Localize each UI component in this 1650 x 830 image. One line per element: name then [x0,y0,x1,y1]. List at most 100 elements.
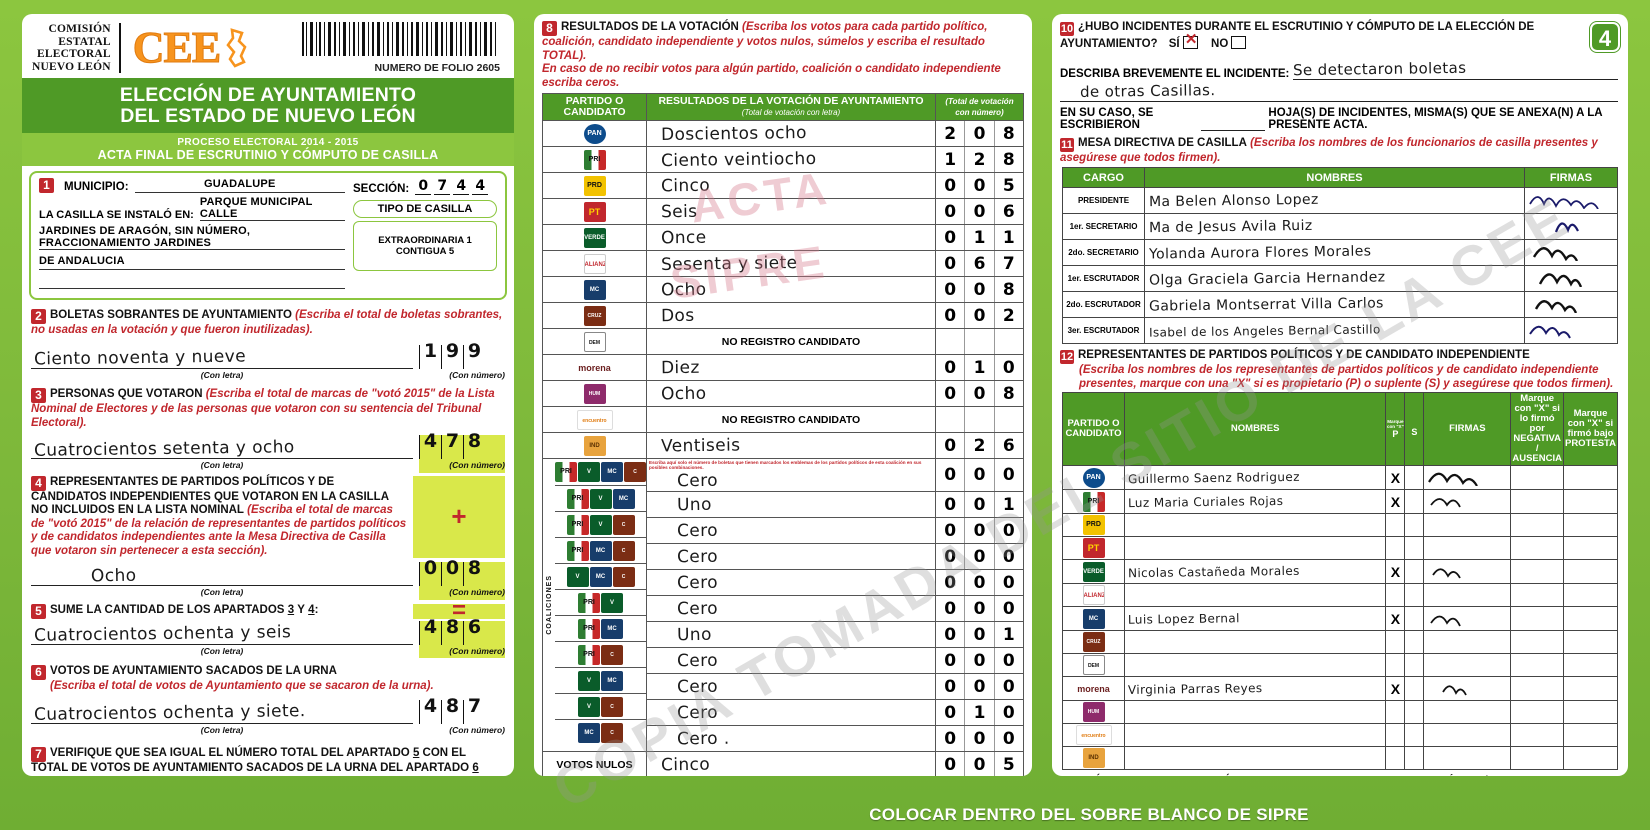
rep-protest-democrata[interactable] [1562,653,1619,677]
section-3-digit-2[interactable]: 7 [441,432,463,459]
coalition-letters-cell-8[interactable]: Cero [646,647,936,674]
rep-s-morena[interactable] [1404,676,1425,701]
incident-line-1[interactable]: Se detectaron boletas [1293,58,1467,79]
coalition-letters-cell-7[interactable]: Uno [646,621,936,648]
rep-protest-cruzada[interactable] [1562,630,1619,654]
votes-letters-mc[interactable]: Ocho [646,276,936,303]
rep-name-cell-independiente[interactable] [1123,746,1387,770]
rep-p-independiente[interactable] [1385,746,1406,770]
rep-firma-cruzada[interactable] [1423,630,1512,654]
section-3-digits[interactable]: 4 7 8 [419,432,505,459]
rep-protest-humanista[interactable] [1562,700,1619,724]
rep-firma-pri[interactable] [1423,489,1512,514]
incident-line-2[interactable]: de otras Casillas. [1079,80,1216,101]
coalition-digits-1[interactable]: 0 0 0 [935,458,1024,492]
rep-name-cell-prd[interactable] [1123,513,1387,537]
votes-digits-verde[interactable]: 0 1 1 [935,224,1024,251]
rep-protest-prd[interactable] [1562,513,1619,537]
rep-s-democrata[interactable] [1404,653,1425,677]
rep-p-cruzada[interactable] [1385,630,1406,654]
nombre-presidente-cell[interactable]: Ma Belen Alonso Lopez [1144,187,1525,214]
rep-protest-verde[interactable] [1562,559,1619,584]
section-2-digit-1[interactable]: 1 [419,341,441,369]
firma-1er-secretario[interactable] [1524,213,1618,240]
nombre-1er-escrutador-cell[interactable]: Olga Graciela Garcia Hernandez [1144,265,1525,292]
rep-name-cell-encuentro[interactable] [1123,723,1387,747]
section-6-digit-3[interactable]: 7 [463,696,485,724]
nombre-2do-escrutador-cell[interactable]: Gabriela Montserrat Villa Carlos [1144,291,1525,318]
rep-protest-pna[interactable] [1562,583,1619,607]
coalition-letters-cell-5[interactable]: Cero [646,569,936,596]
coalition-row-1-cell[interactable]: Escriba aquí solo el número de boletas q… [646,458,936,492]
votes-digits-independiente[interactable]: 0 2 6 [935,432,1024,459]
votes-digits-pan[interactable]: 2 0 8 [935,120,1024,147]
section-4-digit-1[interactable]: 0 [419,559,441,586]
nombre-2do-secretario-cell[interactable]: Yolanda Aurora Flores Morales [1144,239,1525,266]
rep-firma-pna[interactable] [1423,583,1512,607]
rep-s-pt[interactable] [1404,536,1425,560]
rep-protest-morena[interactable] [1562,676,1619,701]
votes-letters-prd[interactable]: Cinco [646,172,936,199]
rep-name-cell-morena[interactable]: Virginia Parras Reyes [1123,676,1387,701]
rep-s-pri[interactable] [1404,489,1425,514]
votes-letters-pna[interactable]: Sesenta y siete [646,250,936,277]
coalition-letters-cell-4[interactable]: Cero [646,543,936,570]
coalition-letters-cell-6[interactable]: Cero [646,595,936,622]
nombre-3er-escrutador-cell[interactable]: Isabel de los Angeles Bernal Castillo [1144,317,1525,344]
rep-absence-verde[interactable] [1510,559,1564,584]
rep-firma-humanista[interactable] [1423,700,1512,724]
rep-name-cell-cruzada[interactable] [1123,630,1387,654]
coalition-letters-cell-9[interactable]: Cero [646,673,936,700]
rep-p-humanista[interactable] [1385,700,1406,724]
rep-absence-pna[interactable] [1510,583,1564,607]
section-5-letters[interactable]: Cuatrocientos ochenta y seis [33,622,292,646]
votes-digits-cruzada[interactable]: 0 0 2 [935,302,1024,329]
section-3-digit-3[interactable]: 8 [463,432,485,459]
section-5-digit-1[interactable]: 4 [419,617,441,645]
section-5-digits[interactable]: 4 8 6 [419,617,505,645]
si-checkbox[interactable] [1182,33,1198,49]
section-3-letters[interactable]: Cuatrocientos setenta y ocho [33,436,295,461]
rep-s-prd[interactable] [1404,513,1425,537]
seccion-digit-4[interactable]: 4 [472,178,489,195]
rep-s-cruzada[interactable] [1404,630,1425,654]
firma-3er-escrutador[interactable] [1524,317,1618,344]
rep-p-verde[interactable]: X [1385,559,1406,584]
firma-2do-secretario[interactable] [1524,239,1618,266]
casilla-line-1[interactable]: PARQUE MUNICIPAL CALLE [199,196,313,220]
section-5-digit-2[interactable]: 8 [441,617,463,645]
section-4-letters[interactable]: Ocho [90,565,137,586]
municipio-value[interactable]: GUADALUPE [204,178,276,190]
rep-name-cell-verde[interactable]: Nicolas Castañeda Morales [1123,559,1387,584]
votes-letters-pt[interactable]: Seis [646,198,936,225]
votes-letters-pan[interactable]: Doscientos ocho [646,120,936,147]
rep-absence-democrata[interactable] [1510,653,1564,677]
coalition-letters-cell-11[interactable]: Cero . [646,725,936,752]
rep-p-morena[interactable]: X [1385,676,1406,701]
section-2-digits[interactable]: 1 9 9 [419,341,505,369]
rep-name-cell-humanista[interactable] [1123,700,1387,724]
firma-2do-escrutador[interactable] [1524,291,1618,318]
seccion-digit-1[interactable]: 0 [415,178,432,195]
rep-s-verde[interactable] [1404,559,1425,584]
rep-s-pan[interactable] [1404,465,1425,490]
seccion-digit-2[interactable]: 7 [434,178,451,195]
rep-absence-mc[interactable] [1510,606,1564,631]
firma-presidente[interactable] [1524,187,1618,214]
rep-s-humanista[interactable] [1404,700,1425,724]
votes-digits-morena[interactable]: 0 1 0 [935,354,1024,381]
rep-firma-democrata[interactable] [1423,653,1512,677]
sheets-count-field[interactable] [1201,116,1266,131]
votes-letters-pri[interactable]: Ciento veintiocho [646,146,936,173]
tipo-casilla-value[interactable]: EXTRAORDINARIA 1 CONTIGUA 5 [353,221,497,271]
rep-s-mc[interactable] [1404,606,1425,631]
votes-digits-pri[interactable]: 1 2 8 [935,146,1024,173]
casilla-line-3[interactable]: DE ANDALUCIA [39,255,125,267]
